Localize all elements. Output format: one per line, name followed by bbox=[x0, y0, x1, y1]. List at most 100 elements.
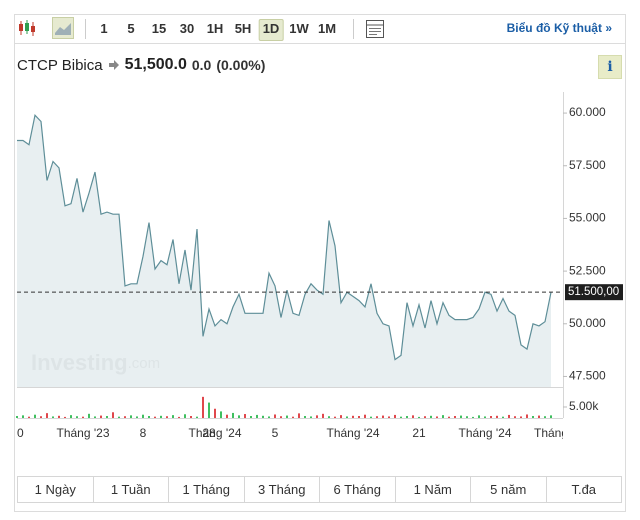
volume-bar bbox=[334, 416, 336, 418]
volume-bar bbox=[106, 416, 108, 418]
volume-bar bbox=[328, 416, 330, 418]
volume-bar bbox=[208, 402, 210, 418]
volume-bar bbox=[118, 416, 120, 418]
x-tick-label: 8 bbox=[140, 426, 147, 440]
interval-button[interactable]: 1H bbox=[206, 21, 224, 36]
interval-button[interactable]: 30 bbox=[179, 21, 195, 36]
x-tick-label: Tháng bbox=[534, 426, 568, 440]
volume-bar bbox=[544, 416, 546, 418]
range-button[interactable]: 1 Tuần bbox=[94, 477, 169, 502]
volume-bar bbox=[400, 416, 402, 418]
range-button[interactable]: 5 năm bbox=[471, 477, 547, 502]
volume-bar bbox=[418, 416, 420, 418]
range-button[interactable]: T.đa bbox=[571, 482, 597, 497]
volume-bar bbox=[376, 416, 378, 418]
volume-bar bbox=[238, 415, 240, 418]
volume-bar bbox=[484, 416, 486, 418]
technical-chart-link[interactable]: Biểu đồ Kỹ thuật » bbox=[507, 21, 612, 35]
volume-bar bbox=[388, 416, 390, 418]
candlestick-icon[interactable] bbox=[17, 18, 37, 38]
volume-bar bbox=[88, 413, 90, 418]
last-price: 51,500.0 bbox=[124, 56, 187, 73]
volume-bar bbox=[520, 416, 522, 418]
volume-bar bbox=[214, 408, 216, 418]
change-percent: (0.00%) bbox=[216, 57, 266, 73]
interval-button[interactable]: 5 bbox=[127, 21, 135, 36]
range-button[interactable]: 1 Ngày bbox=[18, 477, 94, 502]
volume-bar bbox=[46, 413, 48, 418]
link-text[interactable]: Biểu đồ Kỹ thuật bbox=[506, 21, 602, 35]
interval-button[interactable]: 1M bbox=[317, 21, 337, 36]
link-arrow[interactable]: » bbox=[605, 21, 612, 35]
volume-bar bbox=[424, 416, 426, 418]
volume-bar bbox=[232, 412, 234, 418]
volume-bar bbox=[352, 415, 354, 418]
volume-bar bbox=[160, 415, 162, 418]
range-button[interactable]: 6 Tháng bbox=[320, 477, 396, 502]
volume-bar bbox=[178, 416, 180, 418]
info-button[interactable]: i bbox=[598, 55, 622, 79]
volume-bar bbox=[244, 414, 246, 418]
volume-bar bbox=[394, 414, 396, 418]
x-tick-label: 28 bbox=[202, 426, 216, 440]
volume-bar bbox=[142, 414, 144, 418]
volume-bar bbox=[172, 415, 174, 418]
quote-header: CTCP Bibica 51,500.0 0.0 (0.00%) bbox=[17, 56, 265, 74]
volume-bar bbox=[166, 416, 168, 418]
toolbar: Biểu đồ Kỹ thuật » 1 5 15 30 1H 5H 1D 1W 1M bbox=[14, 14, 626, 44]
volume-bar bbox=[316, 415, 318, 418]
volume-bar bbox=[94, 416, 96, 418]
volume-bar bbox=[148, 416, 150, 418]
x-tick-label: 30 bbox=[10, 426, 24, 440]
price-line bbox=[17, 113, 552, 361]
volume-bar bbox=[226, 414, 228, 418]
volume-bar bbox=[496, 415, 498, 418]
range-button[interactable]: 1 Tháng bbox=[169, 477, 245, 502]
volume-bar bbox=[370, 416, 372, 418]
volume-bar bbox=[322, 413, 324, 418]
volume-bar bbox=[16, 416, 18, 418]
volume-bar bbox=[190, 416, 192, 418]
area-fill bbox=[17, 115, 551, 387]
volume-bar bbox=[430, 415, 432, 418]
volume-bar bbox=[454, 416, 456, 418]
volume-bar bbox=[346, 416, 348, 418]
volume-bar bbox=[406, 416, 408, 418]
volume-bar bbox=[358, 416, 360, 418]
volume-bar bbox=[472, 416, 474, 418]
x-tick-label: 5 bbox=[272, 426, 279, 440]
volume-bar bbox=[154, 416, 156, 418]
interval-button[interactable]: 5H bbox=[234, 21, 252, 36]
volume-bar bbox=[436, 416, 438, 418]
volume-bar bbox=[382, 415, 384, 418]
volume-bar bbox=[298, 413, 300, 418]
volume-bar bbox=[412, 415, 414, 418]
widget-frame bbox=[14, 14, 626, 512]
volume-bar bbox=[28, 416, 30, 418]
volume-bar bbox=[274, 414, 276, 418]
interval-button[interactable]: 1D bbox=[258, 19, 284, 41]
volume-bar bbox=[22, 415, 24, 418]
interval-button[interactable]: 1W bbox=[289, 21, 309, 36]
interval-button[interactable]: 15 bbox=[151, 21, 167, 36]
range-button[interactable]: 1 Năm bbox=[396, 477, 471, 502]
area-icon[interactable] bbox=[52, 17, 74, 39]
volume-bar bbox=[100, 415, 102, 418]
change: 0.0 bbox=[191, 57, 212, 73]
x-tick-label: Tháng '23 bbox=[57, 426, 110, 440]
volume-bar bbox=[58, 415, 60, 418]
table-icon[interactable] bbox=[365, 19, 385, 39]
volume-bar bbox=[184, 414, 186, 418]
volume-bar bbox=[112, 412, 114, 418]
volume-bar bbox=[64, 416, 66, 418]
volume-bar bbox=[538, 415, 540, 418]
volume-bar bbox=[364, 414, 366, 418]
y2-tick-label: 5.00k bbox=[569, 399, 599, 413]
volume-bar bbox=[34, 414, 36, 418]
y-tick-label: 52.500 bbox=[569, 263, 606, 277]
range-button[interactable]: 3 Tháng bbox=[245, 477, 320, 502]
interval-button[interactable]: 1 bbox=[100, 21, 108, 36]
separator bbox=[85, 19, 86, 39]
